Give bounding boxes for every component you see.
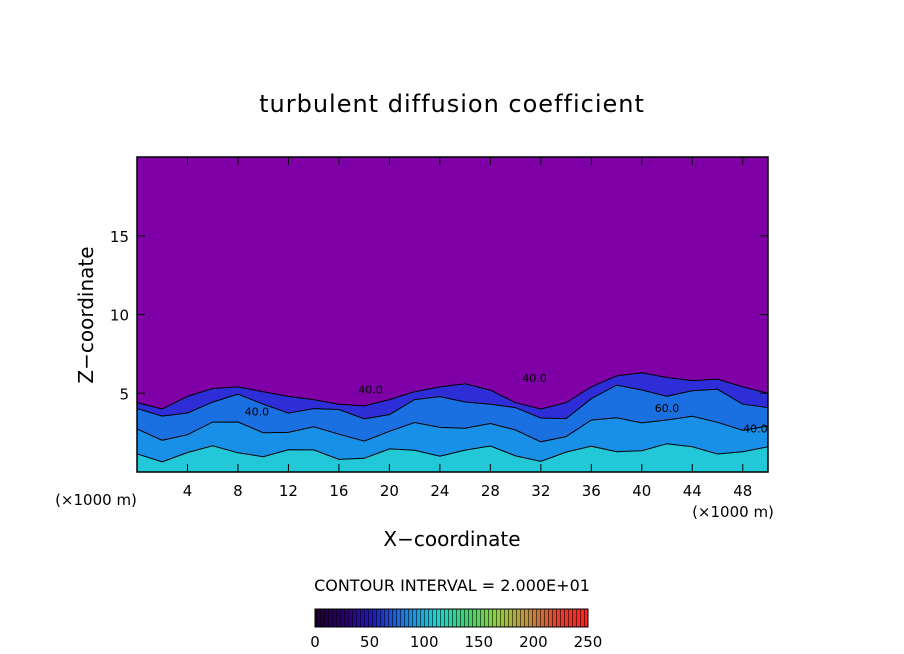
x-tick-label: 24 xyxy=(430,482,449,500)
contour-label: 40.0 xyxy=(522,372,547,385)
x-tick-label: 28 xyxy=(481,482,500,500)
colorbar-tick-label: 0 xyxy=(310,633,320,651)
x-tick-label: 16 xyxy=(329,482,348,500)
x-tick-label: 32 xyxy=(531,482,550,500)
x-unit-right: (×1000 m) xyxy=(692,503,774,521)
colorbar-tick-label: 150 xyxy=(464,633,493,651)
y-axis-label: Z−coordinate xyxy=(74,246,98,383)
y-tick-label: 5 xyxy=(119,385,129,403)
boundary-layer-field xyxy=(137,372,768,472)
contour-labels: 40.0 40.0 40.0 60.0 40.0 xyxy=(245,372,768,435)
x-tick-label: 8 xyxy=(233,482,243,500)
contour-label: 60.0 xyxy=(655,402,680,415)
x-axis-label: X−coordinate xyxy=(383,527,520,551)
contour-interval-label: CONTOUR INTERVAL = 2.000E+01 xyxy=(314,576,590,595)
y-tick-label: 10 xyxy=(110,307,129,325)
x-tick-label: 4 xyxy=(183,482,193,500)
colorbar-tick-label: 50 xyxy=(360,633,379,651)
contour-label: 40.0 xyxy=(743,423,768,436)
colorbar-tick-label: 100 xyxy=(410,633,439,651)
plot-area xyxy=(137,157,768,472)
colorbar: 0 50 100 150 200 250 xyxy=(310,608,602,651)
x-tick-label: 12 xyxy=(279,482,298,500)
x-tick-label: 36 xyxy=(582,482,601,500)
contour-label: 40.0 xyxy=(358,383,383,396)
x-tick-label: 20 xyxy=(380,482,399,500)
contour-band-4 xyxy=(137,443,768,472)
x-tick-label: 40 xyxy=(632,482,651,500)
colorbar-tick-label: 200 xyxy=(519,633,548,651)
y-tick-label: 15 xyxy=(110,228,129,246)
chart-title: turbulent diffusion coefficient xyxy=(259,90,645,118)
colorbar-tick-label: 250 xyxy=(574,633,603,651)
x-tick-label: 44 xyxy=(683,482,702,500)
colorbar-ticks: 0 50 100 150 200 250 xyxy=(310,633,602,651)
contour-label: 40.0 xyxy=(245,405,270,418)
colorbar-frame xyxy=(314,608,589,628)
x-unit-left: (×1000 m) xyxy=(55,491,137,509)
colorbar-lines xyxy=(315,609,588,627)
x-tick-label: 48 xyxy=(733,482,752,500)
